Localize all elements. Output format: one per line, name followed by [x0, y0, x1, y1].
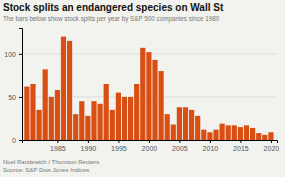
tick-mark — [88, 140, 89, 143]
bar — [79, 101, 84, 140]
bar — [189, 110, 194, 140]
plot: 1985 1990 1995 2000 2005 2010 2015 2020 0 50 100 — [4, 29, 279, 152]
tick: 2020 — [264, 140, 280, 152]
tick-mark — [19, 54, 22, 55]
bar — [110, 110, 115, 140]
tick-label: 2005 — [172, 145, 188, 152]
bar — [61, 37, 66, 140]
bar — [183, 107, 188, 140]
bar — [165, 114, 170, 140]
tick: 1995 — [111, 140, 127, 152]
bar — [146, 52, 151, 140]
bar — [256, 133, 261, 140]
tick: 1985 — [50, 140, 66, 152]
bar — [213, 130, 218, 140]
tick-mark — [149, 140, 150, 143]
tick-label: 1990 — [81, 145, 97, 152]
tick-label: 2015 — [233, 145, 249, 152]
bar — [67, 41, 72, 140]
bar — [97, 104, 102, 140]
subtitle: The bars below show stock splits per yea… — [3, 15, 220, 23]
bar — [171, 124, 176, 140]
bar — [158, 71, 163, 140]
tick-label: 0 — [12, 137, 16, 144]
bar — [91, 101, 96, 140]
tick-label: 2010 — [203, 145, 219, 152]
bar — [55, 90, 60, 140]
y-axis: 0 50 100 — [4, 29, 22, 144]
tick-mark — [118, 140, 119, 143]
bar — [122, 97, 127, 140]
annotation: Source: S&P Dow Jones Indices — [3, 167, 89, 173]
tick-label: 50 — [8, 94, 16, 101]
tick-mark — [57, 140, 58, 143]
tick-mark — [271, 140, 272, 143]
tick: 1990 — [81, 140, 97, 152]
bar — [128, 97, 133, 140]
bar — [177, 107, 182, 140]
tick-label: 100 — [4, 51, 16, 58]
bar — [49, 97, 54, 140]
bar — [207, 132, 212, 140]
bar — [232, 125, 237, 140]
bar — [201, 130, 206, 140]
tick-label: 2000 — [142, 145, 158, 152]
tick-label: 2020 — [264, 145, 280, 152]
tick: 100 — [4, 51, 22, 58]
tick: 2005 — [172, 140, 188, 152]
tick-mark — [210, 140, 211, 143]
bar — [238, 127, 243, 140]
bar — [85, 116, 90, 140]
chart: Stock splits an endangered species on Wa… — [0, 0, 285, 177]
bar — [244, 125, 249, 140]
tick-mark — [240, 140, 241, 143]
axis-line — [19, 29, 23, 141]
bar — [43, 69, 48, 140]
annotation: Noel Randewich / Thomson Reuters — [3, 159, 99, 165]
bars — [24, 37, 273, 140]
tick-mark — [19, 97, 22, 98]
tick: 0 — [12, 137, 22, 144]
title: Stock splits an endangered species on Wa… — [3, 2, 224, 13]
tick: 50 — [8, 94, 22, 101]
bar — [268, 132, 273, 140]
tick-label: 1995 — [111, 145, 127, 152]
bar — [73, 114, 78, 140]
tick: 2010 — [203, 140, 219, 152]
tick: 2000 — [142, 140, 158, 152]
axis-line — [23, 141, 278, 144]
tick-label: 1985 — [50, 145, 66, 152]
bar — [24, 87, 29, 140]
bar — [36, 110, 41, 140]
bar — [262, 135, 267, 140]
bar — [104, 84, 109, 140]
bar — [220, 124, 225, 140]
bar — [116, 93, 121, 140]
bar — [140, 48, 145, 140]
tick-mark — [179, 140, 180, 143]
bar — [30, 84, 35, 140]
bar — [134, 84, 139, 140]
bar — [250, 128, 255, 140]
bar — [195, 116, 200, 140]
tick-mark — [19, 140, 22, 141]
x-axis: 1985 1990 1995 2000 2005 2010 2015 2020 — [23, 140, 280, 152]
bar — [226, 125, 231, 140]
tick: 2015 — [233, 140, 249, 152]
bar — [152, 60, 157, 140]
